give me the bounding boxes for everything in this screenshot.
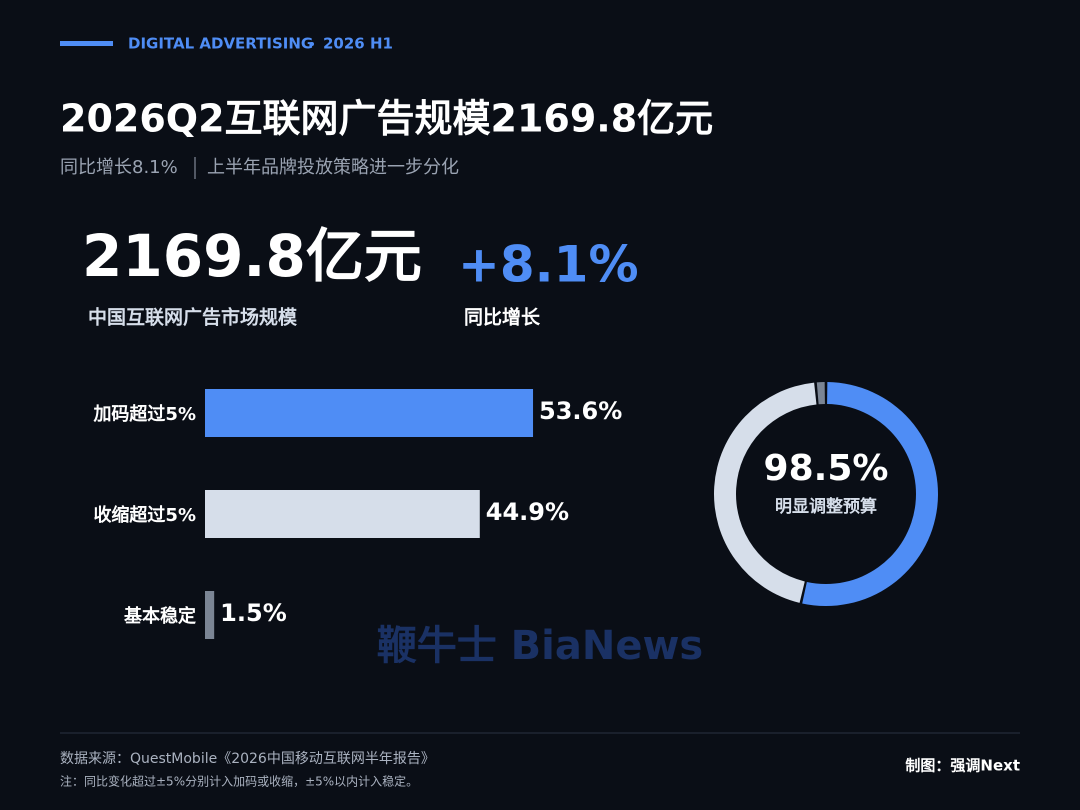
kpi-label: 中国互联网广告市场规模 bbox=[88, 306, 298, 329]
bar bbox=[205, 490, 480, 538]
value-label: 53.6% bbox=[539, 397, 622, 425]
kicker-dot bbox=[310, 42, 314, 46]
note: 注：同比变化超过±5%分别计入加码或收缩，±5%以内计入稳定。 bbox=[60, 774, 418, 789]
title: 2026Q2互联网广告规模2169.8亿元 bbox=[60, 97, 713, 141]
donut-segment bbox=[816, 382, 825, 405]
bar bbox=[205, 591, 215, 639]
subtitle: 同比增长8.1% bbox=[60, 157, 178, 178]
donut-segment bbox=[802, 382, 939, 607]
kpi-value: 2169.8亿元 bbox=[82, 222, 422, 290]
source: 数据来源：QuestMobile《2026中国移动互联网半年报告》 bbox=[60, 751, 435, 767]
bar-label: 加码超过5% bbox=[92, 403, 196, 425]
donut-center-value: 98.5% bbox=[764, 448, 889, 489]
credit: 制图：强调Next bbox=[905, 757, 1020, 775]
subtitle: 上半年品牌投放策略进一步分化 bbox=[207, 157, 459, 178]
kpi-label: 同比增长 bbox=[464, 306, 541, 329]
period: 2026 H1 bbox=[323, 35, 393, 53]
watermark: 鞭牛士 BiaNews bbox=[377, 623, 703, 669]
donut-segment bbox=[713, 382, 817, 603]
donut-center-label: 明显调整预算 bbox=[775, 496, 877, 517]
value-label: 44.9% bbox=[486, 498, 569, 526]
value-label: 1.5% bbox=[220, 599, 287, 627]
bar bbox=[205, 389, 534, 437]
bar-label: 基本稳定 bbox=[123, 605, 196, 627]
kpi-value: +8.1% bbox=[458, 236, 639, 294]
kicker: DIGITAL ADVERTISING bbox=[128, 35, 313, 53]
kicker-bar bbox=[60, 41, 113, 46]
bar-label: 收缩超过5% bbox=[93, 504, 196, 526]
